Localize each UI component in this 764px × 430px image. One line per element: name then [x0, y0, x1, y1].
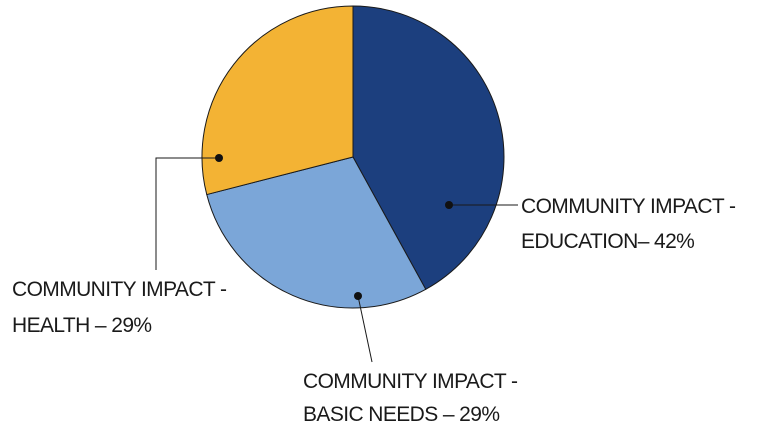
- marker-dot-health: [215, 154, 223, 162]
- label-basic-needs-line2: BASIC NEEDS – 29%: [303, 403, 499, 426]
- marker-dot-education: [445, 201, 453, 209]
- label-education-line1: COMMUNITY IMPACT -: [521, 195, 736, 218]
- leader-line-health: [155, 157, 219, 270]
- callouts: COMMUNITY IMPACT - EDUCATION– 42% COMMUN…: [12, 154, 737, 426]
- leader-line-basic-needs: [357, 295, 373, 363]
- pie-slices: [201, 5, 505, 309]
- label-education-line2: EDUCATION– 42%: [521, 230, 694, 253]
- pie-slice-health: [201, 5, 354, 196]
- label-basic-needs-line1: COMMUNITY IMPACT -: [303, 370, 518, 393]
- marker-dot-basic-needs: [354, 292, 362, 300]
- pie-slice-education: [352, 5, 505, 290]
- label-health-line1: COMMUNITY IMPACT -: [12, 278, 227, 301]
- pie-slice-basic-needs: [206, 156, 427, 309]
- label-health-line2: HEALTH – 29%: [12, 314, 151, 337]
